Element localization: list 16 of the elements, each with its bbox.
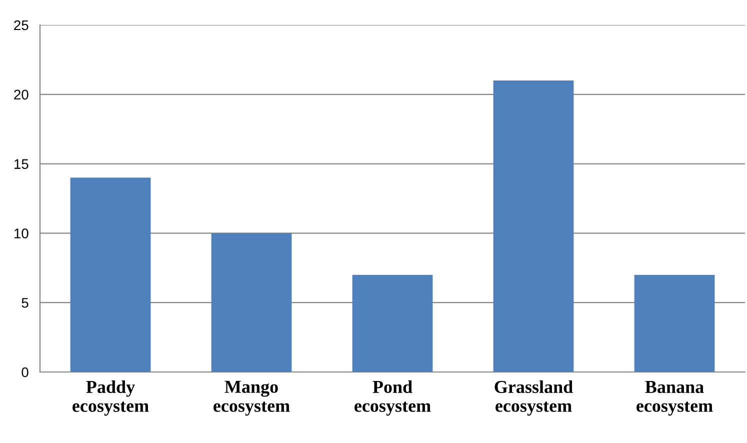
x-tick-label: Grassland ecosystem — [494, 380, 573, 416]
y-tick-label: 15 — [14, 159, 28, 169]
bar — [493, 80, 574, 372]
y-tick-label: 0 — [22, 367, 28, 378]
bar — [634, 274, 715, 372]
x-tick-label: Paddy ecosystem — [72, 380, 149, 416]
bar — [211, 233, 292, 372]
y-tick-label: 10 — [14, 228, 28, 238]
bar — [352, 274, 433, 372]
y-tick-label: 25 — [14, 20, 28, 30]
x-tick-label: Mango ecosystem — [214, 380, 290, 416]
x-tick-label: Pond ecosystem — [354, 380, 431, 416]
y-tick-label: 5 — [22, 298, 28, 308]
bar — [70, 178, 151, 372]
x-tick-label: Banana ecosystem — [636, 381, 713, 416]
y-tick-label: 20 — [14, 90, 28, 100]
